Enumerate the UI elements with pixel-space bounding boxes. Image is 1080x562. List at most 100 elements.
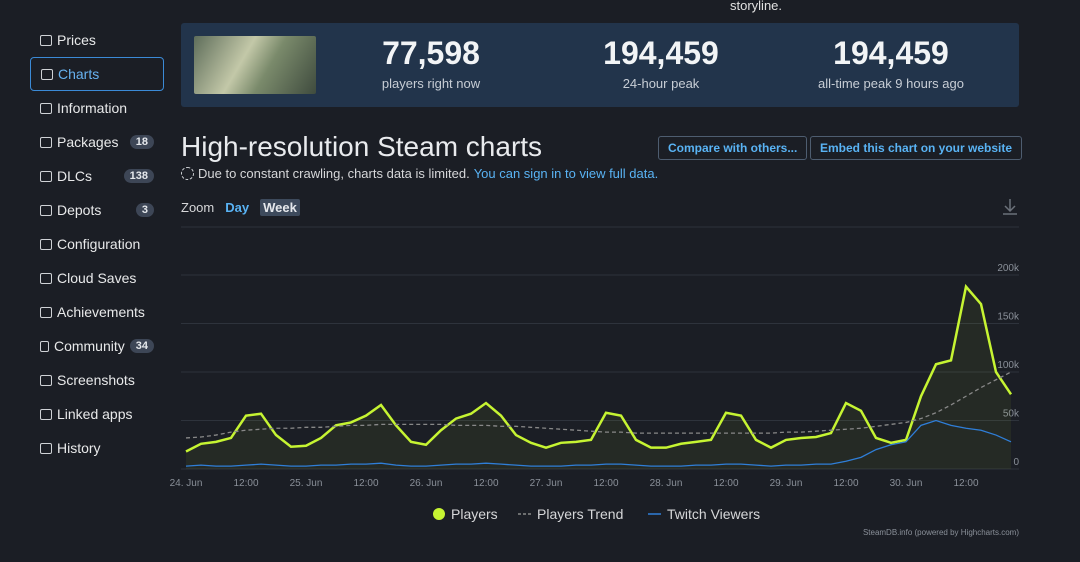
stat-label: players right now (381, 76, 481, 91)
sidebar-item[interactable]: Information (30, 91, 164, 125)
game-thumbnail (194, 36, 316, 94)
x-tick-label: 12:00 (233, 478, 258, 489)
sidebar-item[interactable]: Configuration (30, 227, 164, 261)
sidebar-item[interactable]: Achievements (30, 295, 164, 329)
x-tick-label: 12:00 (953, 478, 978, 489)
zoom-bar: Zoom Day Week (181, 199, 300, 216)
stat: 194,459 all-time peak 9 hours ago (781, 35, 1001, 91)
sidebar-item[interactable]: History (30, 431, 164, 465)
sidebar-badge: 3 (135, 203, 154, 217)
legend-item[interactable]: Twitch Viewers (648, 506, 760, 522)
sidebar-label: Linked apps (57, 406, 133, 422)
series-line (185, 419, 1012, 467)
x-tick-label: 29. Jun (770, 478, 803, 489)
zoom-label: Zoom (181, 200, 215, 215)
sidebar-badge: 18 (129, 135, 154, 149)
x-tick-label: 12:00 (353, 478, 378, 489)
chart-credit: SteamDB.info (powered by Highcharts.com) (863, 528, 1019, 537)
sidebar-label: Configuration (57, 236, 141, 252)
y-tick-label: 150k (997, 312, 1020, 323)
sidebar-icon (40, 272, 52, 284)
sidebar-icon (40, 408, 52, 420)
legend-item[interactable]: Players Trend (518, 506, 623, 522)
y-tick-label: 0 (1013, 457, 1019, 468)
x-tick-label: 24. Jun (170, 478, 203, 489)
legend-label: Twitch Viewers (667, 506, 760, 522)
sidebar-label: Packages (57, 134, 119, 150)
sidebar-icon (40, 204, 52, 216)
legend-item[interactable]: Players (433, 506, 498, 522)
y-tick-label: 50k (1003, 409, 1020, 420)
x-tick-label: 25. Jun (290, 478, 323, 489)
sidebar-label: Achievements (57, 304, 145, 320)
sidebar-icon (40, 34, 52, 46)
notice-text: Due to constant crawling, charts data is… (198, 166, 470, 181)
download-icon[interactable] (1003, 199, 1017, 215)
sidebar-icon (40, 306, 52, 318)
sidebar-icon (41, 68, 53, 80)
sidebar-label: DLCs (57, 168, 93, 184)
x-tick-label: 26. Jun (410, 478, 443, 489)
x-tick-label: 27. Jun (530, 478, 563, 489)
sidebar-item[interactable]: DLCs 138 (30, 159, 164, 193)
notice-icon (181, 167, 194, 180)
sidebar-icon (40, 374, 52, 386)
x-tick-label: 12:00 (593, 478, 618, 489)
sidebar-item[interactable]: Linked apps (30, 397, 164, 431)
notice: Due to constant crawling, charts data is… (181, 166, 658, 181)
sidebar-item[interactable]: Charts (30, 57, 164, 91)
sidebar-label: Prices (57, 32, 96, 48)
heading: High-resolution Steam charts (181, 131, 543, 162)
stat-label: all-time peak 9 hours ago (818, 76, 964, 91)
sidebar-item[interactable]: Screenshots (30, 363, 164, 397)
y-tick-label: 200k (997, 263, 1020, 274)
legend-label: Players Trend (537, 506, 623, 522)
x-tick-label: 28. Jun (650, 478, 683, 489)
stat-label: 24-hour peak (622, 76, 700, 91)
x-tick-label: 30. Jun (890, 478, 923, 489)
sidebar-icon (40, 238, 52, 250)
sidebar-label: History (57, 440, 101, 456)
sidebar-item[interactable]: Prices (30, 23, 164, 57)
stat: 77,598 players right now (321, 35, 541, 91)
series-line (185, 283, 1013, 453)
sidebar-item[interactable]: Cloud Saves (30, 261, 164, 295)
sidebar-icon (40, 340, 49, 352)
stat-value: 194,459 (603, 35, 719, 71)
compare-button[interactable]: Compare with others... (658, 136, 808, 160)
sidebar-label: Information (57, 100, 128, 116)
sidebar-label: Community (53, 338, 125, 354)
zoom-day[interactable]: Day (225, 200, 250, 215)
series-line (185, 371, 1012, 439)
embed-button[interactable]: Embed this chart on your website (810, 136, 1023, 160)
x-tick-label: 12:00 (473, 478, 498, 489)
zoom-week[interactable]: Week (260, 199, 300, 216)
sidebar-icon (40, 102, 52, 114)
stat-value: 77,598 (382, 35, 480, 71)
sidebar-badge: 138 (123, 169, 154, 183)
sidebar-icon (40, 170, 52, 182)
legend-label: Players (451, 506, 498, 522)
players-area (186, 286, 1011, 469)
stat: 194,459 24-hour peak (551, 35, 771, 91)
sidebar-item[interactable]: Community 34 (30, 329, 164, 363)
sidebar: Prices Charts Information Packages 18 DLCs 138… (30, 23, 164, 465)
stat-value: 194,459 (833, 35, 949, 71)
sidebar-label: Cloud Saves (57, 270, 137, 286)
sidebar-item[interactable]: Packages 18 (30, 125, 164, 159)
x-tick-label: 12:00 (713, 478, 738, 489)
page-fragment: storyline. (730, 0, 783, 13)
sidebar-icon (40, 136, 52, 148)
sidebar-icon (40, 442, 52, 454)
sidebar-badge: 34 (129, 339, 154, 353)
sidebar-label: Charts (58, 66, 100, 82)
sidebar-label: Screenshots (57, 372, 135, 388)
sidebar-item[interactable]: Depots 3 (30, 193, 164, 227)
legend-symbol (433, 508, 445, 520)
x-tick-label: 12:00 (833, 478, 858, 489)
y-tick-label: 100k (997, 360, 1020, 371)
sign-in-link[interactable]: You can sign in to view full data. (473, 166, 659, 181)
stats-panel: 77,598 players right now 194,459 24-hour p… (181, 23, 1019, 107)
